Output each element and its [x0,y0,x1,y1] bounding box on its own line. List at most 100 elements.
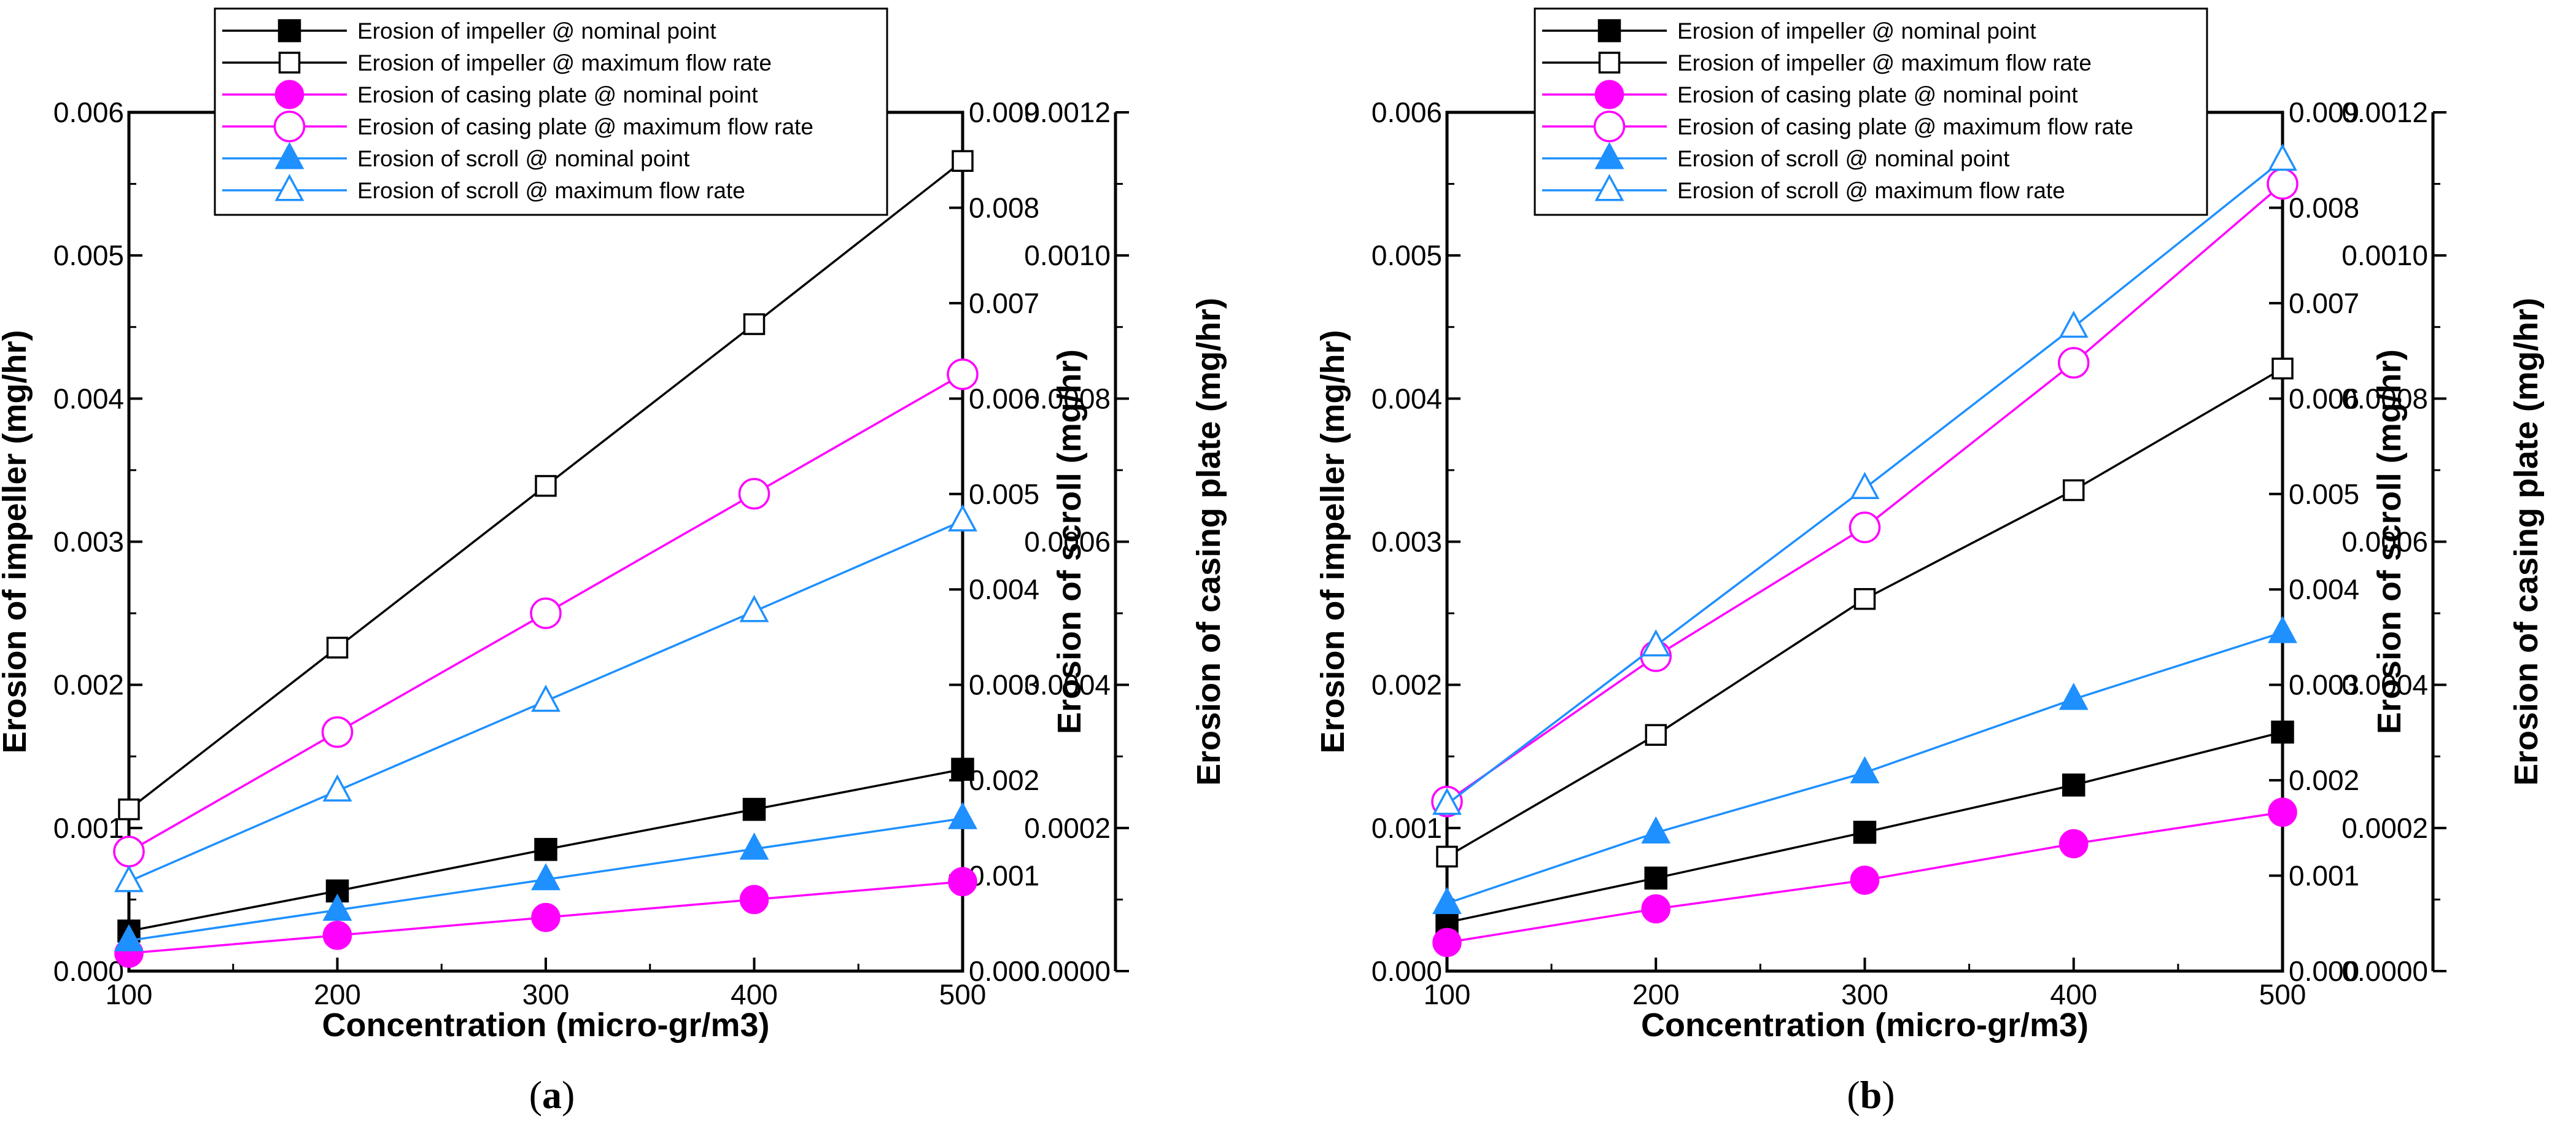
data-point [1849,511,1881,543]
legend: Erosion of impeller @ nominal point Erosi… [214,7,888,216]
data-point [948,504,977,532]
y-tick-label-casing: 0.0000 [1024,955,1111,987]
x-tick-label: 100 [1424,978,1471,1010]
y-tick-label-scroll: 0.000 [969,955,1039,987]
data-point [948,802,977,829]
x-tick-label: 500 [2259,978,2306,1010]
data-point [114,865,144,893]
legend-marker [274,142,305,169]
y-tick-label-casing: 0.0002 [1024,812,1111,844]
data-point [114,924,144,951]
data-point [321,716,354,748]
data-point [739,832,769,860]
legend-entry: Erosion of impeller @ nominal point [1677,18,2036,44]
data-point [1432,886,1462,915]
series-1 [117,757,974,943]
panel-label-close: ) [562,1073,575,1117]
data-point [2059,829,2089,859]
legend-marker [273,110,306,142]
legend-marker [1594,174,1624,201]
legend-marker [1594,80,1624,109]
data-point [2271,720,2294,744]
y-tick-label-impeller: 0.003 [1371,526,1442,558]
series-4 [113,358,979,868]
legend: Erosion of impeller @ nominal point Erosi… [1534,7,2208,216]
data-point [951,757,974,781]
legend-marker [277,19,301,42]
data-point [2058,310,2089,338]
legend-marker [1598,52,1621,74]
data-point [531,862,561,891]
data-point [534,838,557,861]
legend-box [1534,7,2208,216]
legend-entry: Erosion of casing plate @ nominal point [1677,82,2078,107]
data-point [1850,866,1880,895]
y-tick-label-impeller: 0.001 [1371,812,1442,844]
panel-label-open: ( [529,1073,542,1117]
y-axis-casing: 0.0000 0.0002 0.0004 0.0006 0.0008 0.0010 0.00… [1024,96,1227,987]
data-point [739,885,769,915]
legend-marker [1597,19,1621,42]
chart-panel-b: 100 200 300 400 500 Concentration (micro-gr/m… [1314,7,2545,1117]
series-line [1446,367,2283,858]
y-tick-label-scroll: 0.003 [2289,669,2359,701]
y-tick-label-impeller: 0.006 [53,96,124,128]
x-tick-label: 100 [106,978,153,1010]
data-point [1853,821,1877,844]
y-axis-scroll: 0.000 0.001 0.002 0.003 0.004 0.005 0.006 0.007… [2269,96,2408,987]
legend-marker [1594,142,1624,169]
data-point [2268,616,2297,643]
series-6 [1432,143,2297,815]
y-tick-label-casing: 0.0012 [2341,96,2428,128]
legend-entry: Erosion of casing plate @ maximum flow r… [1677,114,2133,139]
y-axis-impeller: 0.000 0.001 0.002 0.003 0.004 0.005 0.006 Erosi… [0,96,142,987]
data-point [739,595,769,622]
data-point [1641,629,1671,657]
y-tick-label-casing: 0.0010 [2341,239,2428,271]
series-3 [1432,797,2297,958]
data-point [322,920,352,950]
y-tick-label-scroll: 0.005 [969,478,1039,510]
x-axis: 100 200 300 400 500 Concentration (micro-gr/m… [1424,958,2306,1044]
data-point [1645,724,1667,746]
chart-panel-a: 100 200 300 400 500 Concentration (micro-gr/m… [0,7,1227,1117]
data-point [1853,588,1876,610]
y-tick-label-impeller: 0.002 [53,669,124,701]
data-point [326,637,349,659]
y-tick-label-scroll: 0.002 [2289,764,2359,796]
y-tick-label-casing: 0.0004 [1024,669,1111,701]
y-tick-label-scroll: 0.003 [969,669,1039,701]
y-tick-label-scroll: 0.008 [2289,192,2359,223]
y-tick-label-scroll: 0.007 [2289,287,2359,319]
y-axis-title-impeller: Erosion of impeller (mg/hr) [1314,330,1351,753]
y-tick-label-scroll: 0.004 [969,573,1039,605]
y-tick-label-scroll: 0.004 [2289,573,2359,605]
y-tick-label-casing: 0.0008 [2341,382,2428,414]
data-point [2062,773,2085,797]
x-axis-title: Concentration (micro-gr/m3) [322,1007,769,1044]
y-tick-label-scroll: 0.009 [2289,96,2359,128]
data-point [535,475,557,497]
y-tick-label-scroll: 0.001 [2289,860,2359,892]
x-axis: 100 200 300 400 500 Concentration (micro-gr/m… [106,958,986,1044]
y-tick-label-casing: 0.0010 [1024,239,1111,271]
data-point [1432,788,1462,815]
legend-entry: Erosion of scroll @ nominal point [357,146,690,171]
y-axis-casing: 0.0000 0.0002 0.0004 0.0006 0.0008 0.0010 0.00… [2341,96,2545,987]
x-tick-label: 200 [1632,978,1680,1010]
legend-box [214,7,888,216]
y-tick-label-impeller: 0.000 [53,955,124,987]
data-point [738,478,770,510]
legend-marker [278,52,301,74]
y-tick-label-casing: 0.0008 [1024,382,1111,414]
legend-entry: Erosion of impeller @ maximum flow rate [1677,50,2092,76]
y-axis-title-casing: Erosion of casing plate (mg/hr) [1190,298,1227,786]
data-point [1850,756,1880,784]
series-5 [1432,616,2297,915]
data-point [1644,866,1667,890]
data-point [531,684,561,712]
data-point [952,150,974,172]
y-tick-label-scroll: 0.000 [2289,955,2359,987]
y-axis-title-impeller: Erosion of impeller (mg/hr) [0,330,33,753]
y-tick-label-casing: 0.0006 [2341,526,2428,558]
